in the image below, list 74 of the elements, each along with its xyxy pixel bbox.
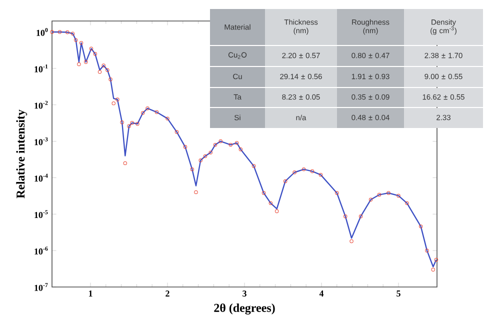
point: [89, 46, 94, 50]
point: [274, 209, 279, 214]
point: [335, 191, 339, 195]
point: [98, 70, 102, 74]
point: [268, 201, 273, 206]
point: [203, 154, 208, 158]
x-tick-label: 4: [319, 290, 324, 296]
point: [66, 30, 70, 34]
point: [77, 62, 81, 66]
point: [405, 201, 409, 206]
y-tick-label: 10$^{-3}$: [34, 137, 48, 146]
point: [310, 169, 314, 174]
point: [238, 148, 242, 152]
point: [141, 111, 145, 115]
point: [318, 172, 323, 177]
point: [213, 142, 218, 147]
point: [120, 120, 124, 124]
point: [136, 122, 140, 126]
point: [218, 139, 222, 144]
point: [93, 52, 97, 56]
point: [262, 191, 266, 195]
point: [425, 248, 429, 252]
point: [194, 190, 198, 194]
point: [350, 239, 354, 244]
point: [377, 192, 382, 197]
y-tick-label: 10$^{-1}$: [34, 64, 48, 72]
point: [292, 170, 296, 174]
point: [302, 167, 306, 172]
point: [102, 64, 106, 68]
x-tick-label: 3: [242, 290, 246, 297]
y-axis-title: Relative intensity: [16, 110, 28, 198]
point: [84, 60, 88, 64]
x-tick-label: 2: [166, 290, 170, 296]
point: [154, 110, 159, 114]
point: [228, 142, 232, 147]
point: [70, 32, 75, 36]
point: [386, 191, 390, 195]
point: [74, 38, 78, 42]
point: [190, 167, 194, 172]
y-tick-label: 10$^{-5}$: [34, 210, 48, 218]
y-tick-label: 10$^{0}$: [36, 28, 48, 36]
point: [166, 116, 170, 120]
point: [344, 214, 348, 218]
point: [418, 224, 423, 228]
y-tick-label: 10$^{-7}$: [34, 283, 48, 291]
point: [106, 68, 110, 72]
point: [108, 78, 112, 82]
y-tick-label: 10$^{-2}$: [34, 100, 48, 109]
point: [130, 121, 134, 125]
point: [116, 98, 120, 102]
point: [50, 30, 54, 34]
point: [79, 41, 84, 45]
point: [58, 30, 62, 34]
point: [283, 179, 288, 184]
point: [198, 158, 202, 162]
y-tick-label: 10$^{-4}$: [34, 174, 48, 182]
point: [234, 141, 239, 145]
point: [123, 161, 127, 166]
point: [368, 198, 373, 202]
point: [146, 106, 150, 110]
point: [252, 164, 256, 168]
x-tick-label: 1: [88, 290, 92, 296]
point: [183, 145, 188, 149]
point: [112, 101, 116, 106]
point: [127, 124, 131, 128]
y-tick-label: 10$^{-6}$: [34, 246, 48, 255]
point: [174, 130, 179, 134]
point: [208, 150, 212, 154]
point: [434, 258, 438, 262]
x-axis-title: 2θ (degrees): [214, 303, 275, 314]
point: [431, 268, 435, 272]
point: [396, 194, 400, 198]
x-tick-label: 5: [396, 290, 400, 297]
point: [358, 214, 363, 218]
